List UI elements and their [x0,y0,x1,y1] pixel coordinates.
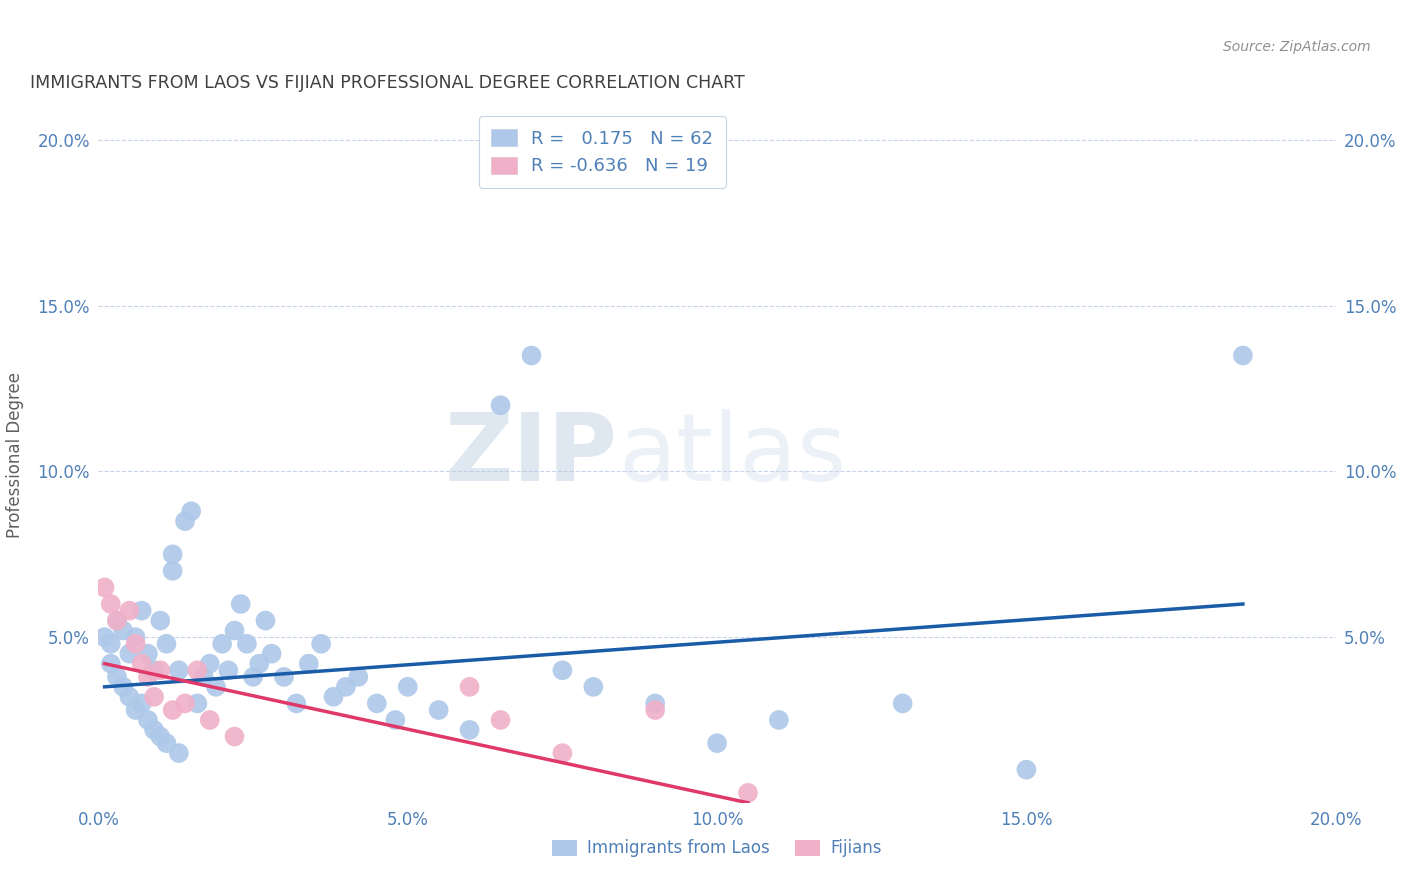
Point [768,713,790,727]
Point [118,647,141,661]
Point [458,723,481,737]
Point [149,663,172,677]
Point [136,670,159,684]
Point [198,657,221,671]
Point [167,663,190,677]
Point [131,657,153,671]
Point [124,630,146,644]
Point [143,663,166,677]
Point [737,786,759,800]
Point [322,690,344,704]
Point [260,647,283,661]
Point [155,637,177,651]
Point [309,637,332,651]
Point [1232,349,1254,363]
Point [247,657,270,671]
Point [180,504,202,518]
Point [162,703,184,717]
Point [143,690,166,704]
Point [193,670,215,684]
Point [644,703,666,717]
Point [118,604,141,618]
Point [112,624,135,638]
Point [162,564,184,578]
Point [100,637,122,651]
Point [236,637,259,651]
Point [229,597,252,611]
Point [149,730,172,744]
Point [1015,763,1038,777]
Point [224,624,246,638]
Point [174,697,197,711]
Point [136,713,159,727]
Point [124,637,146,651]
Point [217,663,239,677]
Point [93,581,115,595]
Point [273,670,295,684]
Point [242,670,264,684]
Point [489,398,512,412]
Point [198,713,221,727]
Y-axis label: Professional Degree: Professional Degree [6,372,24,538]
Point [149,614,172,628]
Point [112,680,135,694]
Point [131,697,153,711]
Point [520,349,543,363]
Point [551,746,574,760]
Point [335,680,357,694]
Point [366,697,388,711]
Point [124,703,146,717]
Point [105,670,128,684]
Point [136,647,159,661]
Point [458,680,481,694]
Point [93,630,115,644]
Point [143,723,166,737]
Text: IMMIGRANTS FROM LAOS VS FIJIAN PROFESSIONAL DEGREE CORRELATION CHART: IMMIGRANTS FROM LAOS VS FIJIAN PROFESSIO… [31,74,745,92]
Point [298,657,321,671]
Point [186,697,208,711]
Point [131,604,153,618]
Point [706,736,728,750]
Point [285,697,308,711]
Point [224,730,246,744]
Point [155,736,177,750]
Point [186,663,208,677]
Point [162,547,184,561]
Point [174,514,197,528]
Point [384,713,406,727]
Point [489,713,512,727]
Point [644,697,666,711]
Point [105,614,128,628]
Point [551,663,574,677]
Text: ZIP: ZIP [446,409,619,501]
Point [118,690,141,704]
Point [105,614,128,628]
Point [582,680,605,694]
Text: atlas: atlas [619,409,846,501]
Point [427,703,450,717]
Point [100,657,122,671]
Point [347,670,370,684]
Point [205,680,228,694]
Text: Source: ZipAtlas.com: Source: ZipAtlas.com [1223,40,1371,54]
Point [254,614,277,628]
Point [891,697,914,711]
Legend: Immigrants from Laos, Fijians: Immigrants from Laos, Fijians [546,833,889,864]
Point [396,680,419,694]
Point [211,637,233,651]
Point [167,746,190,760]
Point [100,597,122,611]
